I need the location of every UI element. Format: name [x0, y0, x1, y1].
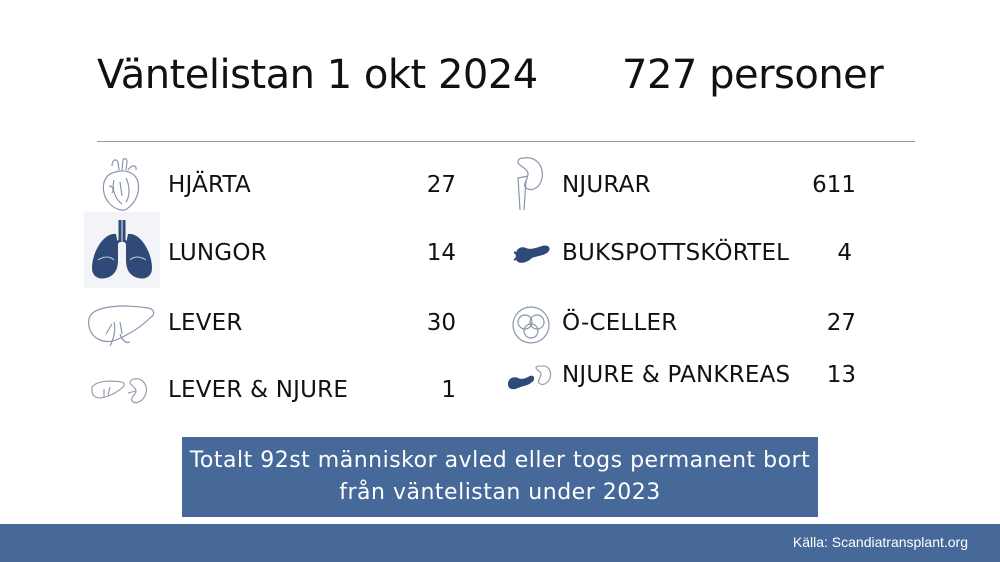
list-item-o-celler: Ö-CELLER 27	[500, 296, 862, 352]
organ-count: 4	[837, 240, 852, 266]
heart-icon	[92, 156, 150, 216]
liver-kidney-icon	[90, 375, 150, 409]
islet-cells-icon	[510, 304, 552, 346]
organ-count: 27	[826, 310, 856, 336]
list-item-lever-njure: LEVER & NJURE 1	[80, 363, 470, 419]
info-banner: Totalt 92st människor avled eller togs p…	[182, 437, 818, 517]
footer-bar: Källa: Scandiatransplant.org	[0, 524, 1000, 562]
organ-label: NJURE & PANKREAS	[562, 362, 791, 388]
lungs-icon	[84, 212, 160, 288]
list-item-njurar: NJURAR 611	[500, 156, 862, 214]
list-item-njure-pankreas: NJURE & PANKREAS 13	[500, 352, 862, 408]
info-banner-line-2: från väntelistan under 2023	[339, 480, 661, 505]
organ-label: LEVER	[168, 310, 243, 336]
kidney-icon	[508, 156, 548, 212]
list-item-bukspottskortel: BUKSPOTTSKÖRTEL 4	[500, 226, 862, 282]
source-credit: Källa: Scandiatransplant.org	[792, 534, 968, 550]
info-banner-line-1: Totalt 92st människor avled eller togs p…	[189, 448, 811, 474]
organ-count: 27	[426, 172, 456, 198]
list-item-hjarta: HJÄRTA 27	[80, 158, 470, 214]
organ-label: LUNGOR	[168, 240, 267, 266]
list-item-lever: LEVER 30	[80, 296, 470, 352]
page-title: Väntelistan 1 okt 2024	[97, 52, 538, 98]
organ-count: 14	[426, 240, 456, 266]
liver-icon	[86, 300, 158, 354]
divider	[97, 141, 915, 142]
total-count: 727 personer	[622, 52, 884, 98]
organ-count: 611	[812, 172, 856, 198]
organ-label: BUKSPOTTSKÖRTEL	[562, 240, 790, 266]
organ-count: 1	[441, 377, 456, 403]
organ-label: HJÄRTA	[168, 172, 251, 198]
pancreas-icon	[512, 242, 552, 268]
organ-count: 30	[426, 310, 456, 336]
kidney-pancreas-icon	[506, 362, 552, 396]
organ-label: NJURAR	[562, 172, 651, 198]
organ-count: 13	[826, 362, 856, 388]
organ-label: LEVER & NJURE	[168, 377, 349, 403]
organ-label: Ö-CELLER	[562, 310, 678, 336]
list-item-lungor: LUNGOR 14	[80, 212, 470, 288]
